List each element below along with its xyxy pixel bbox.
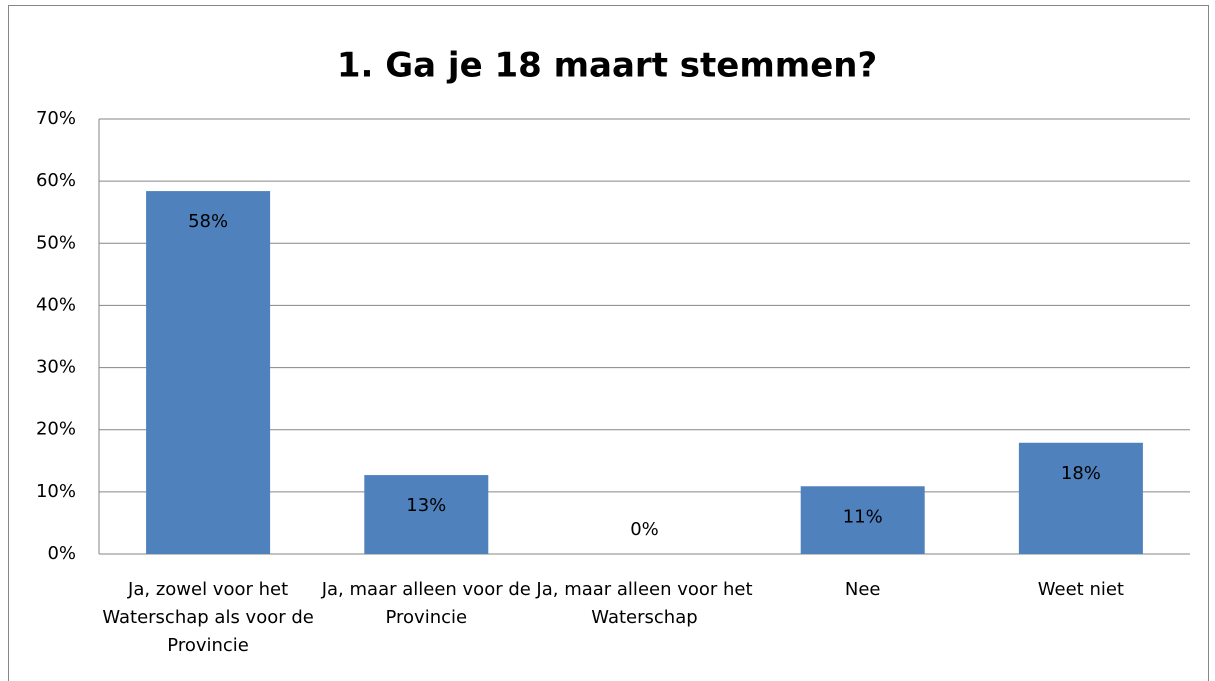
data-label: 11% xyxy=(843,506,883,527)
y-tick-label: 70% xyxy=(36,108,76,129)
y-tick-label: 20% xyxy=(36,419,76,440)
bar xyxy=(364,475,489,554)
x-tick-label: Ja, maar alleen voor het Waterschap xyxy=(536,579,753,628)
y-tick-label: 30% xyxy=(36,357,76,378)
x-tick-label: Ja, maar alleen voor de Provincie xyxy=(321,579,531,628)
y-tick-label: 60% xyxy=(36,170,76,191)
bar xyxy=(800,486,925,554)
x-tick-label: Ja, zowel voor het Waterschap als voor d… xyxy=(102,579,314,656)
y-tick-label: 10% xyxy=(36,481,76,502)
data-label: 18% xyxy=(1061,463,1101,484)
y-tick-label: 40% xyxy=(36,294,76,315)
chart-frame xyxy=(8,5,1209,681)
x-tick-label: Weet niet xyxy=(1037,579,1124,600)
chart-title: 1. Ga je 18 maart stemmen? xyxy=(337,46,877,86)
bar xyxy=(1018,442,1143,554)
data-label: 58% xyxy=(188,211,228,232)
y-tick-label: 50% xyxy=(36,232,76,253)
bar xyxy=(146,191,271,555)
y-tick-label: 0% xyxy=(47,543,76,564)
data-label: 13% xyxy=(406,495,446,516)
data-label: 0% xyxy=(630,519,659,540)
x-tick-label: Nee xyxy=(844,579,881,600)
